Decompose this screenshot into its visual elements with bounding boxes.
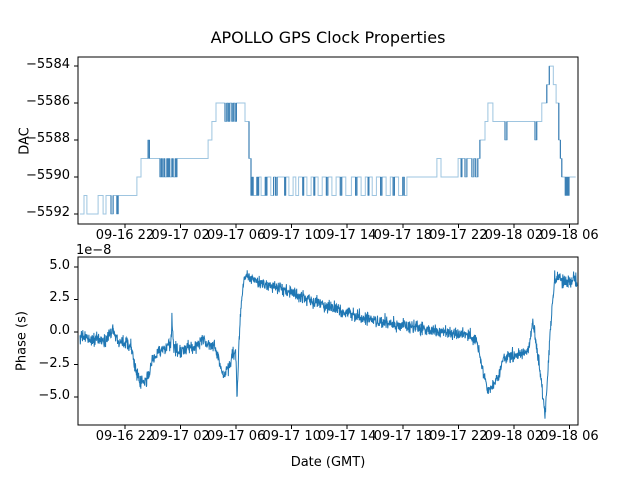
phase-ytick-label: 2.5 xyxy=(49,290,70,306)
xaxis-label: Date (GMT) xyxy=(290,455,366,470)
xtick-label-top: 09-17 06 xyxy=(206,228,266,243)
dac-ytick-label: −5586 xyxy=(26,94,70,109)
xtick-label-bottom: 09-18 02 xyxy=(484,429,544,444)
xtick-label-top: 09-18 02 xyxy=(484,228,544,243)
tick-marks xyxy=(74,65,570,429)
dac-ytick-label: −5590 xyxy=(26,168,70,183)
xtick-label-bottom: 09-17 14 xyxy=(317,429,377,444)
phase-ytick-label: 5.0 xyxy=(49,257,70,273)
phase-ytick-label: −5.0 xyxy=(38,388,70,404)
phase-axes-frame xyxy=(77,256,579,426)
xtick-label-bottom: 09-17 02 xyxy=(151,429,210,444)
xtick-label-top: 09-17 18 xyxy=(373,228,433,243)
xtick-label-bottom: 09-17 18 xyxy=(373,429,433,444)
xtick-label-bottom: 09-17 10 xyxy=(262,429,321,444)
xtick-label-top: 09-18 06 xyxy=(540,228,599,243)
xtick-label-top: 09-17 10 xyxy=(262,228,321,243)
xtick-label-top: 09-17 14 xyxy=(317,228,377,243)
xtick-label-bottom: 09-17 22 xyxy=(429,429,488,444)
xtick-label-top: 09-17 22 xyxy=(429,228,488,243)
phase-ytick-label: 0.0 xyxy=(49,323,70,338)
dac-step-dense-overlay xyxy=(110,66,570,214)
xtick-label-bottom: 09-16 22 xyxy=(95,429,155,444)
dac-ytick-label: −5584 xyxy=(26,57,70,73)
xtick-label-top: 09-16 22 xyxy=(95,228,155,243)
phase-offset-label: 1e−8 xyxy=(76,243,112,258)
dac-axes-frame xyxy=(77,56,579,225)
xtick-label-top: 09-17 02 xyxy=(151,228,210,243)
dac-ytick-label: −5588 xyxy=(26,131,70,146)
xtick-label-bottom: 09-17 06 xyxy=(206,429,266,444)
chart-title: APOLLO GPS Clock Properties xyxy=(210,28,446,47)
phase-ytick-label: −2.5 xyxy=(38,355,70,371)
dac-ytick-label: −5592 xyxy=(26,205,70,220)
xtick-label-bottom: 09-18 06 xyxy=(540,429,599,444)
phase-line xyxy=(79,270,578,419)
